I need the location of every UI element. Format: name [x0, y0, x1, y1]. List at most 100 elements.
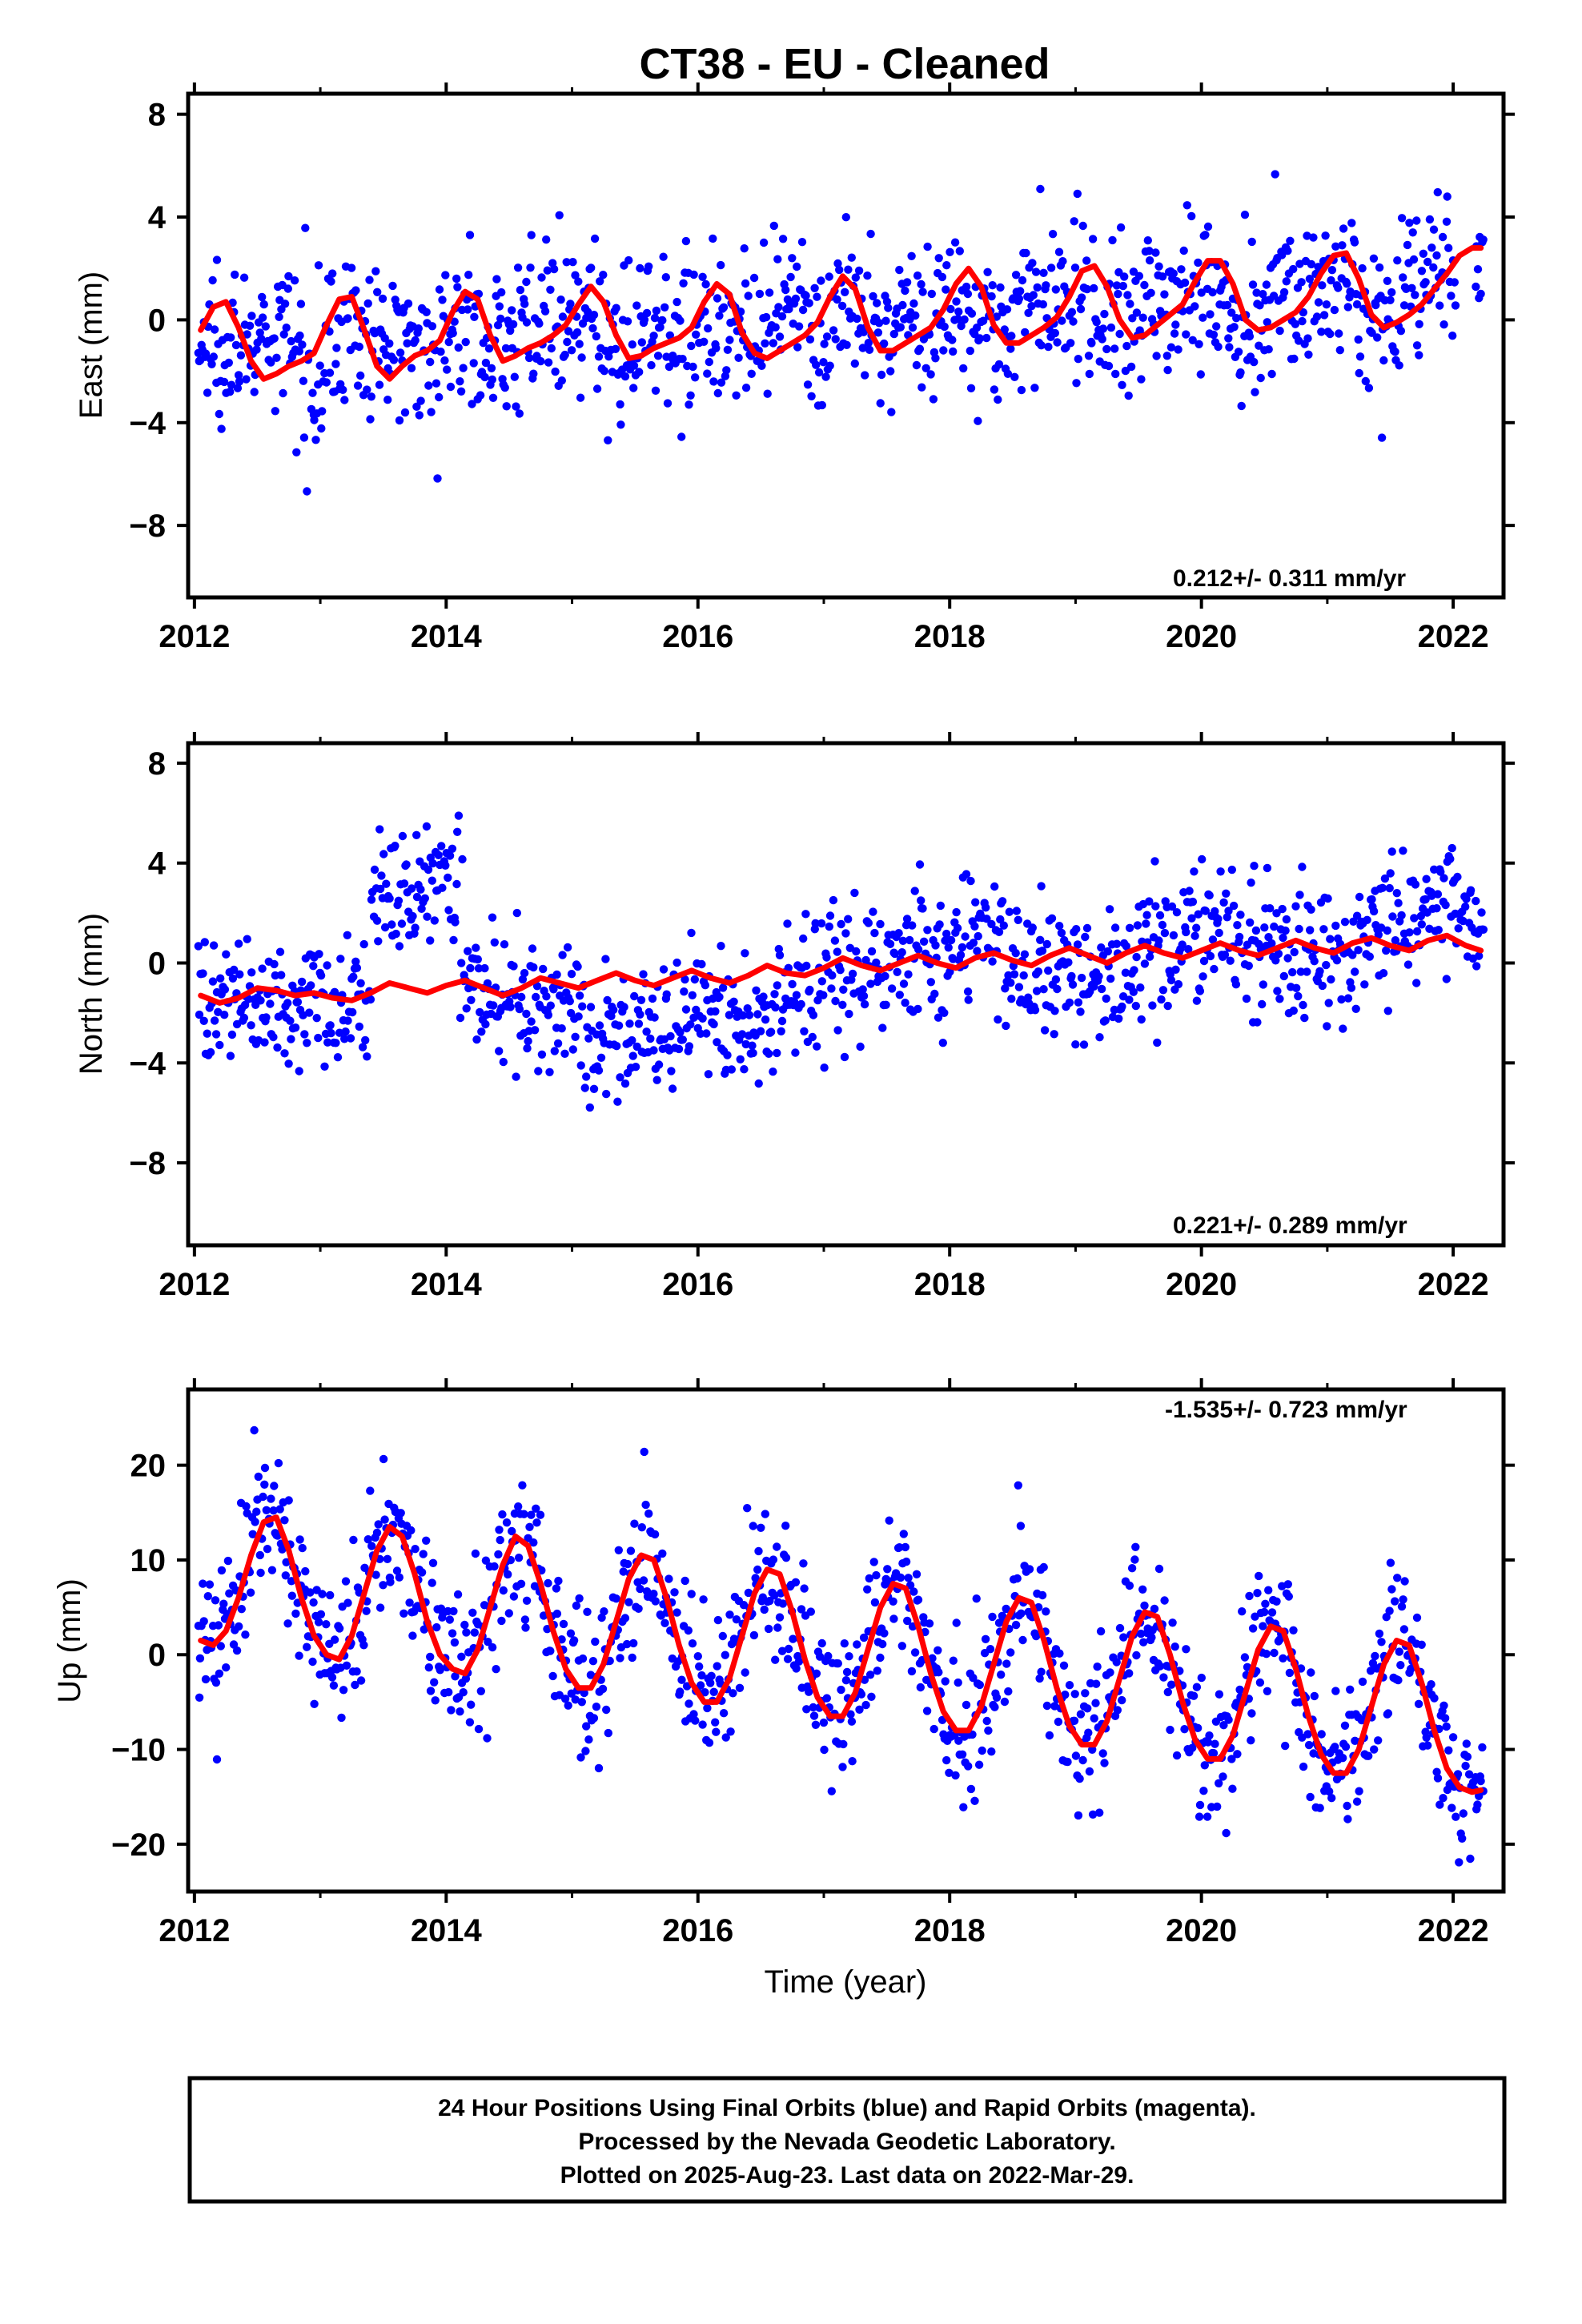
up-data-point — [1215, 1690, 1224, 1699]
up-data-point — [575, 1594, 584, 1603]
east-data-point — [636, 263, 644, 273]
north-data-point — [630, 991, 639, 1001]
north-data-point — [467, 995, 476, 1005]
up-data-point — [1414, 1699, 1423, 1708]
east-data-point — [1421, 278, 1430, 287]
up-data-point — [614, 1546, 623, 1555]
up-data-point — [552, 1584, 561, 1593]
up-data-point — [974, 1760, 984, 1769]
east-data-point — [403, 339, 412, 348]
east-data-point — [464, 305, 472, 314]
up-data-point — [316, 1610, 326, 1619]
east-data-point — [407, 364, 416, 372]
north-data-point — [417, 904, 426, 914]
north-data-point — [1365, 952, 1375, 961]
footer-line-3: Plotted on 2025-Aug-23. Last data on 202… — [560, 2162, 1134, 2189]
north-data-point — [1050, 1007, 1059, 1015]
up-data-point — [301, 1566, 310, 1576]
up-data-point — [735, 1683, 745, 1692]
east-data-point — [469, 359, 478, 368]
up-data-point — [1399, 1595, 1407, 1604]
east-data-point — [946, 304, 955, 314]
north-data-point — [822, 953, 831, 962]
up-data-point — [1014, 1481, 1023, 1490]
east-data-point — [1106, 323, 1116, 332]
north-data-point — [632, 1042, 641, 1051]
east-data-point — [982, 333, 991, 343]
north-data-point — [668, 1084, 677, 1093]
up-data-point — [1119, 1633, 1128, 1642]
up-data-point — [681, 1576, 689, 1586]
north-data-point — [1014, 915, 1023, 925]
north-data-point — [1351, 967, 1359, 976]
east-data-point — [272, 353, 281, 362]
up-data-point — [502, 1518, 512, 1527]
up-data-point — [691, 1716, 700, 1725]
east-data-point — [1073, 189, 1082, 199]
up-data-point — [589, 1714, 599, 1723]
north-data-point — [1190, 867, 1199, 876]
up-data-point — [650, 1530, 660, 1539]
east-x-ticks: 2012 2014 2016 2018 2020 2022 — [159, 82, 1489, 654]
north-data-point — [1307, 905, 1315, 915]
up-data-point — [1139, 1638, 1148, 1647]
east-data-point — [1085, 369, 1094, 379]
east-data-point — [546, 285, 555, 294]
east-data-point — [1170, 329, 1179, 338]
north-data-point — [844, 915, 853, 923]
up-data-point — [1197, 1673, 1207, 1683]
east-data-point — [931, 354, 940, 363]
north-data-point — [348, 1007, 357, 1017]
north-data-point — [1295, 924, 1303, 934]
north-data-point — [713, 1038, 721, 1047]
east-data-point — [328, 269, 337, 278]
east-frame — [186, 91, 1506, 600]
north-x-ticks: 2012 2014 2016 2018 2020 2022 — [159, 732, 1489, 1302]
east-data-point — [769, 339, 777, 348]
up-data-point — [1059, 1661, 1069, 1670]
east-y-tick-label: 8 — [148, 98, 166, 133]
up-data-point — [1285, 1668, 1295, 1678]
up-data-point — [764, 1624, 773, 1634]
east-data-point — [448, 328, 457, 338]
north-data-point — [1403, 960, 1413, 969]
north-data-point — [488, 913, 497, 922]
north-data-point — [506, 1003, 515, 1011]
up-data-point — [456, 1707, 464, 1716]
east-data-point — [1077, 293, 1086, 302]
up-data-point — [1168, 1618, 1177, 1627]
east-data-point — [1262, 280, 1271, 289]
east-data-point — [1450, 278, 1460, 287]
north-data-point — [1274, 949, 1283, 959]
east-data-point — [279, 388, 287, 398]
east-data-point — [741, 384, 751, 392]
east-data-point — [1250, 357, 1259, 367]
north-data-point — [585, 1103, 594, 1112]
east-data-point — [1322, 300, 1331, 309]
up-data-point — [1195, 1800, 1205, 1810]
up-data-point — [566, 1629, 576, 1638]
north-data-point — [426, 936, 435, 945]
east-data-point — [1050, 328, 1060, 338]
north-data-point — [1219, 898, 1228, 907]
up-data-point — [721, 1733, 730, 1742]
east-data-point — [588, 324, 597, 333]
up-data-point — [1383, 1709, 1393, 1718]
north-data-point — [375, 825, 384, 834]
north-data-point — [848, 969, 857, 979]
east-data-point — [1112, 281, 1122, 290]
east-data-point — [224, 358, 233, 368]
up-data-point — [1267, 1608, 1277, 1617]
up-data-point — [546, 1647, 555, 1655]
up-data-point — [1339, 1754, 1347, 1763]
east-data-point — [1088, 235, 1098, 243]
up-data-point — [514, 1554, 524, 1562]
up-data-point — [1247, 1709, 1256, 1718]
north-y-tick-label: 0 — [148, 947, 166, 982]
up-data-point — [520, 1510, 528, 1518]
east-data-point — [1018, 275, 1027, 285]
east-data-point — [1429, 263, 1438, 272]
up-data-point — [792, 1664, 801, 1673]
north-data-point — [650, 1013, 659, 1022]
